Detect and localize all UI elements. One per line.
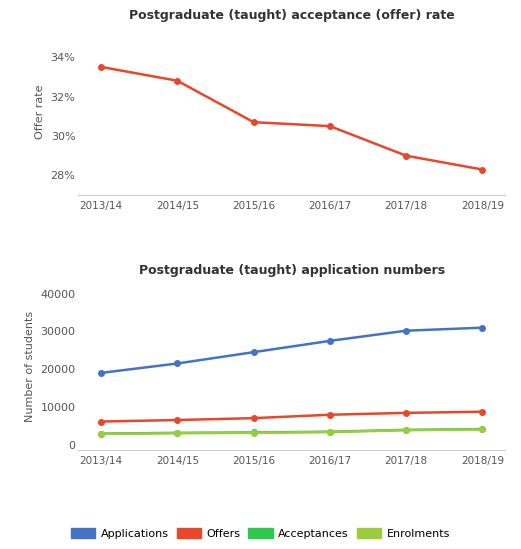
Legend: Applications, Offers, Acceptances, Enrolments: Applications, Offers, Acceptances, Enrol… bbox=[66, 524, 455, 544]
Title: Postgraduate (taught) acceptance (offer) rate: Postgraduate (taught) acceptance (offer)… bbox=[129, 9, 455, 22]
Applications bbox=[174, 360, 180, 367]
Enrolments bbox=[251, 429, 257, 436]
Offers bbox=[251, 415, 257, 422]
Y-axis label: Offer rate: Offer rate bbox=[35, 84, 45, 138]
Offers bbox=[479, 408, 486, 415]
Acceptances bbox=[403, 427, 410, 433]
Acceptances bbox=[174, 429, 180, 436]
Applications bbox=[327, 338, 333, 344]
Applications bbox=[479, 324, 486, 331]
Acceptances bbox=[98, 430, 104, 437]
Applications bbox=[251, 349, 257, 355]
Enrolments bbox=[479, 426, 486, 433]
Title: Postgraduate (taught) application numbers: Postgraduate (taught) application number… bbox=[139, 264, 445, 277]
Enrolments bbox=[403, 427, 410, 434]
Offers bbox=[327, 411, 333, 418]
Applications bbox=[98, 369, 104, 376]
Y-axis label: Number of students: Number of students bbox=[24, 311, 35, 422]
Acceptances bbox=[251, 429, 257, 436]
Enrolments bbox=[327, 429, 333, 435]
Line: Acceptances: Acceptances bbox=[98, 426, 485, 436]
Acceptances bbox=[327, 428, 333, 435]
Line: Offers: Offers bbox=[98, 409, 485, 424]
Acceptances bbox=[479, 426, 486, 433]
Line: Enrolments: Enrolments bbox=[98, 427, 485, 437]
Applications bbox=[403, 327, 410, 334]
Offers bbox=[98, 418, 104, 425]
Enrolments bbox=[98, 430, 104, 437]
Enrolments bbox=[174, 430, 180, 436]
Offers bbox=[174, 417, 180, 423]
Line: Applications: Applications bbox=[98, 325, 485, 376]
Offers bbox=[403, 410, 410, 416]
